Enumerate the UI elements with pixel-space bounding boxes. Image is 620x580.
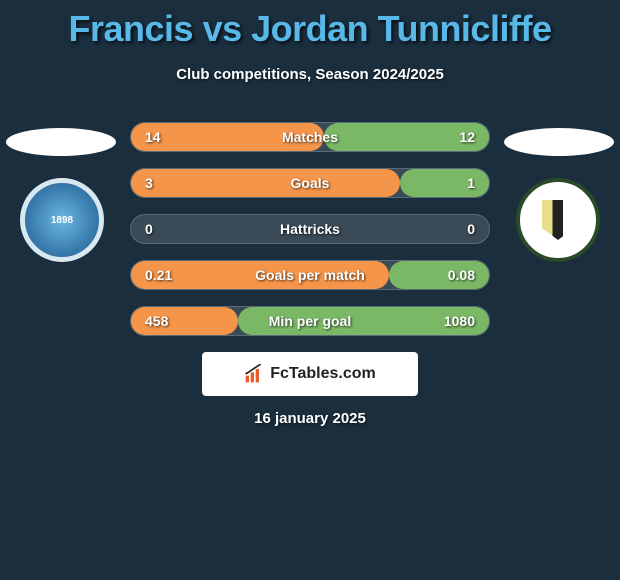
subtitle: Club competitions, Season 2024/2025 (0, 66, 620, 83)
player-platform-left (6, 128, 116, 156)
stat-bar-right (400, 169, 490, 197)
fctables-logo-text: FcTables.com (270, 365, 376, 383)
stat-value-right: 1080 (444, 313, 475, 329)
fctables-logo[interactable]: FcTables.com (202, 352, 418, 396)
stat-label: Goals per match (255, 267, 365, 283)
chart-icon (244, 364, 264, 384)
stat-value-right: 0 (467, 221, 475, 237)
club-badge-right (516, 178, 600, 262)
stat-value-right: 0.08 (448, 267, 475, 283)
stat-label: Matches (282, 129, 338, 145)
stat-row: 458 Min per goal 1080 (130, 306, 490, 336)
stat-value-left: 3 (145, 175, 153, 191)
stat-row: 0 Hattricks 0 (130, 214, 490, 244)
stat-value-right: 1 (467, 175, 475, 191)
stat-row: 14 Matches 12 (130, 122, 490, 152)
club-badge-left: 1898 (20, 178, 104, 262)
player-platform-right (504, 128, 614, 156)
club-badge-left-text: 1898 (51, 215, 73, 226)
stat-value-left: 0 (145, 221, 153, 237)
stat-label: Min per goal (269, 313, 351, 329)
stat-value-left: 458 (145, 313, 168, 329)
stat-value-left: 14 (145, 129, 161, 145)
stat-label: Hattricks (280, 221, 340, 237)
page-title: Francis vs Jordan Tunnicliffe (0, 0, 620, 50)
stat-value-left: 0.21 (145, 267, 172, 283)
stat-row: 0.21 Goals per match 0.08 (130, 260, 490, 290)
stat-value-right: 12 (459, 129, 475, 145)
club-badge-right-shield (528, 190, 588, 250)
stats-table: 14 Matches 12 3 Goals 1 0 Hattricks 0 0.21 Goals p… (130, 122, 490, 352)
stat-label: Goals (291, 175, 330, 191)
stat-row: 3 Goals 1 (130, 168, 490, 198)
date-label: 16 january 2025 (0, 410, 620, 427)
stat-bar-left (131, 169, 400, 197)
